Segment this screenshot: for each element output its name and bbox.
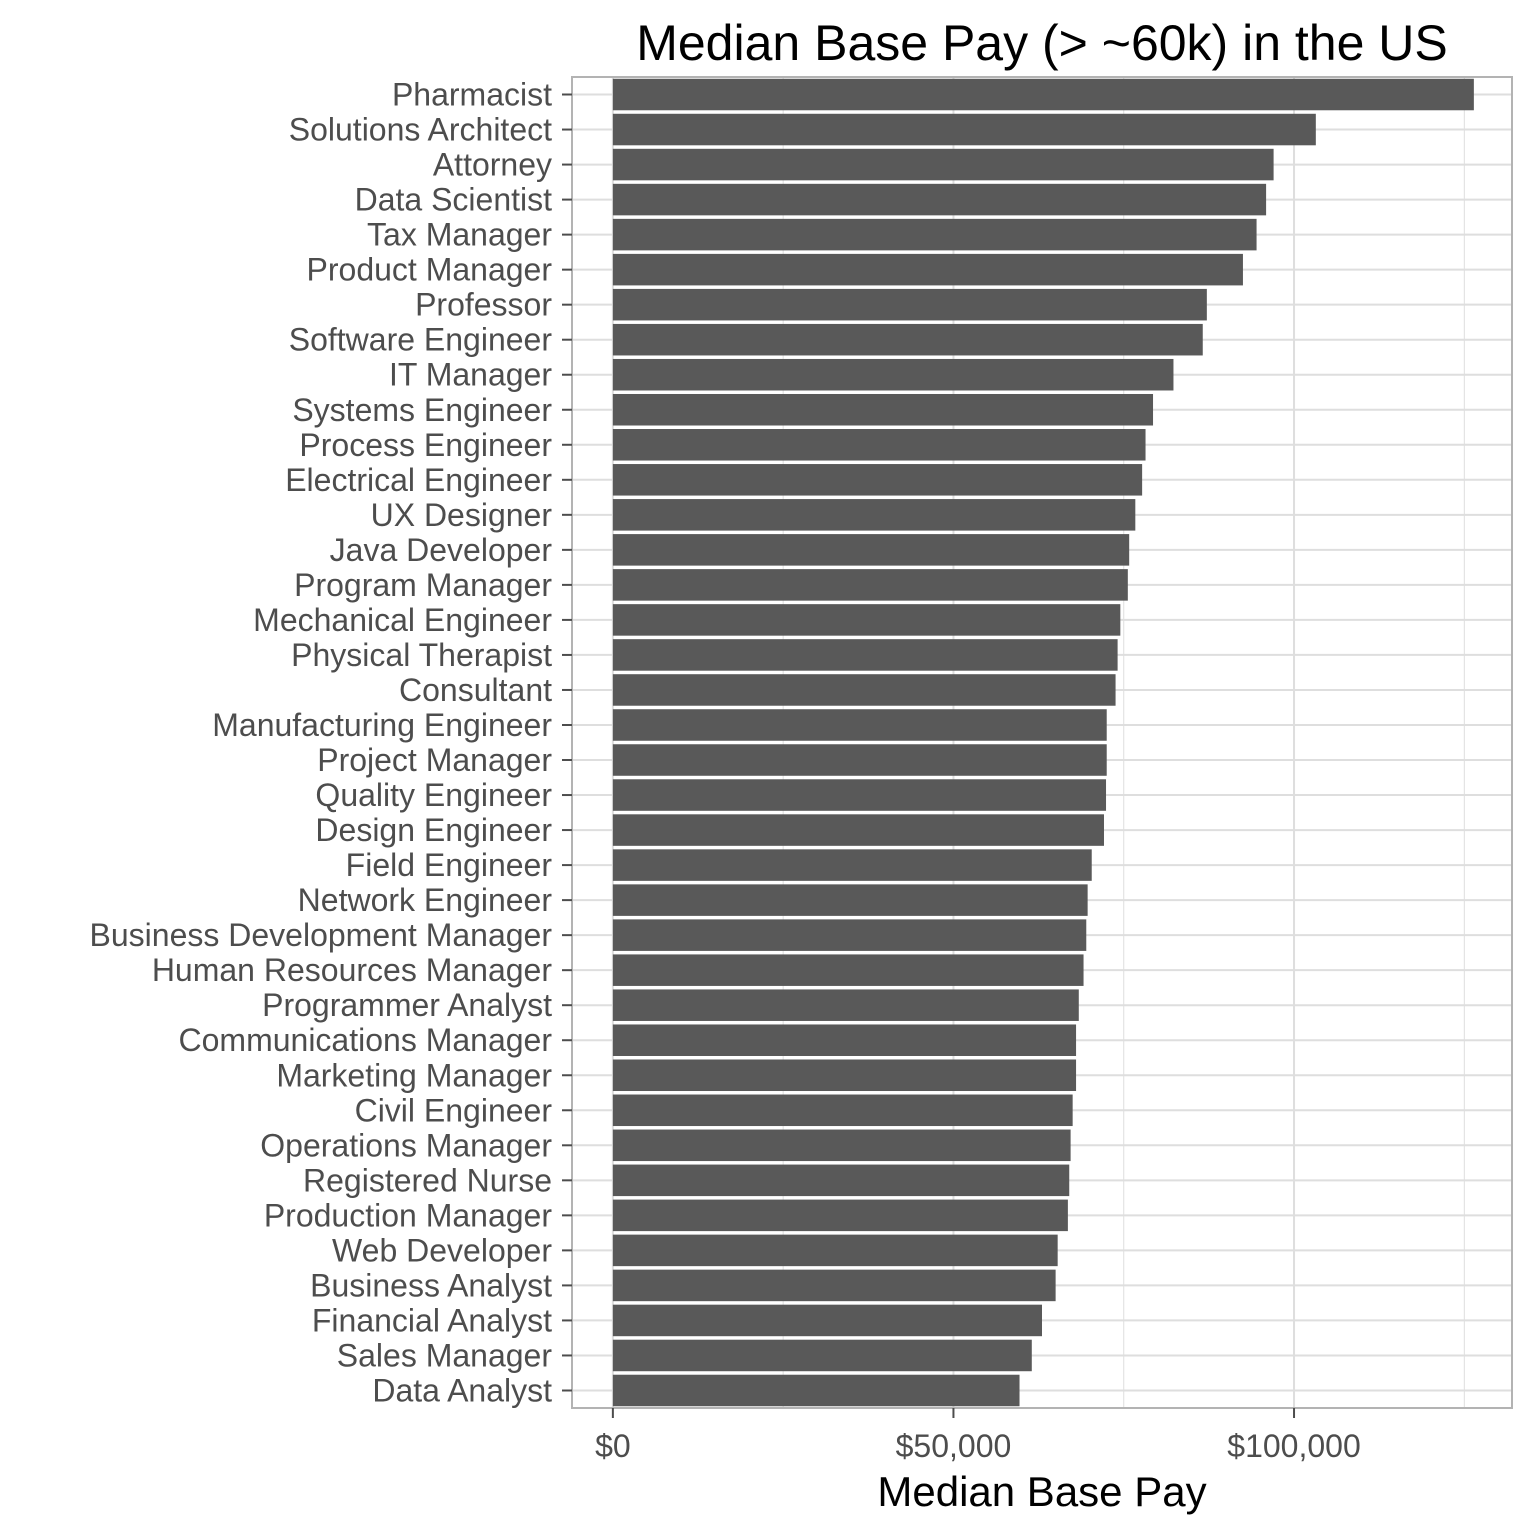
- y-tick-label: Program Manager: [294, 567, 552, 603]
- y-tick-label: IT Manager: [389, 357, 552, 393]
- bar: [612, 814, 1104, 846]
- bar: [612, 1164, 1070, 1197]
- bar: [612, 1199, 1068, 1232]
- y-tick-label: Communications Manager: [179, 1022, 553, 1058]
- bar: [612, 534, 1130, 566]
- bar: [612, 499, 1136, 531]
- y-tick-label: Human Resources Manager: [152, 952, 553, 988]
- bar: [612, 113, 1316, 146]
- y-tick-label: Data Scientist: [355, 182, 553, 218]
- y-tick-label: Consultant: [399, 672, 552, 708]
- bar: [612, 989, 1079, 1021]
- y-tick-label: Java Developer: [330, 532, 553, 568]
- y-tick-label: Software Engineer: [289, 322, 553, 358]
- y-tick-label: Network Engineer: [298, 882, 553, 918]
- bar: [612, 1059, 1077, 1092]
- bar: [612, 323, 1203, 356]
- bars: [612, 78, 1474, 1407]
- x-tick-label: $50,000: [896, 1428, 1012, 1464]
- y-tick-label: Design Engineer: [315, 812, 552, 848]
- y-tick-label: Web Developer: [332, 1232, 552, 1268]
- bar: [612, 1129, 1071, 1162]
- bar: [612, 1234, 1058, 1267]
- bar: [612, 674, 1116, 706]
- y-tick-label: Physical Therapist: [291, 637, 552, 673]
- bar: [612, 709, 1107, 741]
- y-tick-label: Programmer Analyst: [262, 987, 552, 1023]
- y-tick-label: Attorney: [433, 147, 552, 183]
- bar: [612, 288, 1207, 321]
- chart-title: Median Base Pay (> ~60k) in the US: [636, 15, 1448, 71]
- plot-panel-border: [571, 76, 1513, 1409]
- bar: [612, 253, 1243, 286]
- bar: [612, 779, 1107, 811]
- bar: [612, 1094, 1073, 1127]
- bar: [612, 148, 1274, 181]
- bar: [612, 464, 1143, 496]
- x-axis: $0 $50,000 $100,000: [595, 1408, 1361, 1464]
- y-tick-label: Project Manager: [317, 742, 552, 778]
- y-tick-label: Data Analyst: [372, 1372, 552, 1408]
- y-tick-label: Manufacturing Engineer: [212, 707, 552, 743]
- bar: [612, 1024, 1077, 1056]
- bar: [612, 78, 1474, 111]
- y-tick-label: Pharmacist: [392, 77, 552, 113]
- y-tick-label: Process Engineer: [299, 427, 552, 463]
- y-tick-label: Tax Manager: [367, 217, 552, 253]
- x-tick-label: $100,000: [1227, 1428, 1360, 1464]
- y-tick-label: Quality Engineer: [315, 777, 552, 813]
- y-tick-label: Production Manager: [264, 1197, 553, 1233]
- x-axis-title: Median Base Pay: [877, 1468, 1206, 1515]
- y-tick-label: Systems Engineer: [292, 392, 552, 428]
- bar: [612, 919, 1087, 951]
- bar: [612, 218, 1257, 251]
- bar: [612, 358, 1174, 391]
- x-tick-label: $0: [595, 1428, 631, 1464]
- y-tick-label: UX Designer: [371, 497, 553, 533]
- y-tick-label: Field Engineer: [346, 847, 553, 883]
- y-tick-label: Operations Manager: [260, 1127, 552, 1163]
- y-tick-label: Registered Nurse: [303, 1162, 552, 1198]
- y-tick-label: Business Development Manager: [90, 917, 553, 953]
- bar: [612, 954, 1084, 986]
- y-tick-label: Mechanical Engineer: [253, 602, 552, 638]
- y-tick-label: Electrical Engineer: [285, 462, 552, 498]
- bar: [612, 393, 1154, 426]
- y-tick-label: Financial Analyst: [312, 1302, 552, 1338]
- bar: [612, 1374, 1020, 1407]
- y-tick-label: Business Analyst: [310, 1267, 552, 1303]
- bar: [612, 429, 1146, 461]
- y-tick-label: Sales Manager: [337, 1337, 553, 1373]
- y-tick-label: Solutions Architect: [289, 112, 552, 148]
- y-tick-label: Professor: [415, 287, 552, 323]
- y-tick-label: Civil Engineer: [355, 1092, 553, 1128]
- bar: [612, 183, 1267, 216]
- bar: [612, 849, 1092, 881]
- bar: [612, 744, 1107, 776]
- bar: [612, 639, 1118, 671]
- bar: [612, 884, 1088, 916]
- bar: [612, 1269, 1056, 1302]
- bar: [612, 1304, 1042, 1337]
- y-tick-label: Marketing Manager: [276, 1057, 552, 1093]
- bar: [612, 1339, 1032, 1372]
- bar: [612, 569, 1128, 601]
- y-tick-label: Product Manager: [307, 252, 553, 288]
- bar: [612, 604, 1121, 636]
